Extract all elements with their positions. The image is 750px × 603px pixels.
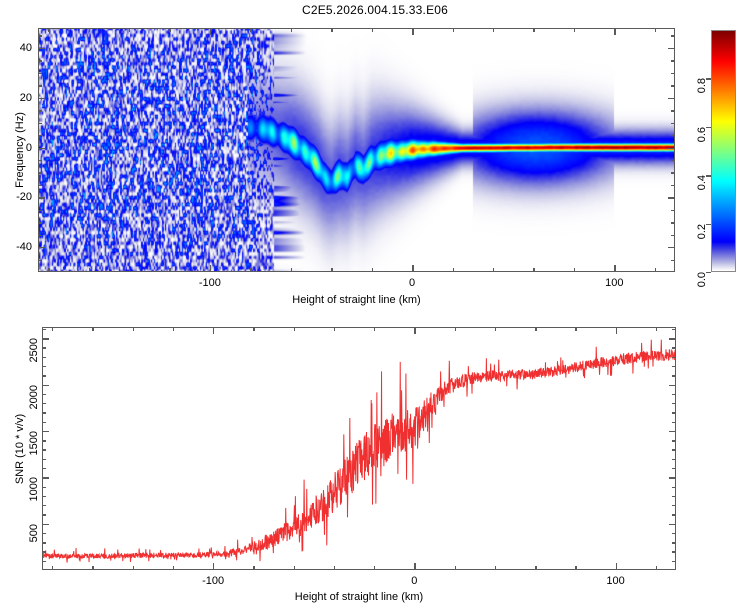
spectrogram-y-tick-label: -40 (16, 241, 32, 254)
spectrogram-x-tick-label: 0 (409, 277, 416, 289)
snr-y-tick-label: 1500 (28, 430, 40, 456)
spectrogram-y-tick-label: 40 (19, 41, 32, 54)
figure-title: C2E5.2026.004.15.33.E06 (301, 3, 449, 17)
colorbar (711, 30, 736, 272)
snr-x-tick-label: -100 (202, 575, 225, 587)
spectrogram-y-tick-label: 0 (25, 141, 32, 154)
colorbar-tick (706, 78, 711, 80)
colorbar-tick (706, 223, 711, 225)
snr-panel (42, 327, 676, 570)
snr-trace (42, 339, 676, 563)
colorbar-tick-label: 0.8 (696, 78, 708, 94)
colorbar-tick-label: 0.0 (696, 272, 708, 288)
snr-y-tick-label: 1000 (28, 477, 40, 502)
snr-y-tick-label: 2500 (28, 338, 40, 363)
snr-y-tick-label: 2000 (28, 384, 40, 409)
spectrogram-y-axis-title: Frequency (Hz) (14, 112, 26, 188)
snr-x-tick-label: 100 (606, 575, 625, 587)
colorbar-gradient (712, 31, 735, 271)
colorbar-tick (706, 272, 711, 274)
spectrogram-y-tick-label: 20 (19, 91, 32, 104)
spectrogram-x-tick-label: -100 (198, 277, 221, 289)
snr-x-axis-title: Height of straight line (km) (294, 591, 424, 603)
spectrogram-panel (38, 28, 675, 272)
snr-x-tick-label: 0 (411, 575, 418, 587)
spectrogram-x-axis-title: Height of straight line (km) (292, 294, 421, 306)
colorbar-tick-label: 0.2 (696, 223, 708, 239)
snr-y-axis-title: SNR (10 * v/v) (14, 413, 26, 484)
snr-line (42, 339, 676, 563)
snr-y-tick-label: 500 (28, 523, 40, 542)
colorbar-tick-label: 0.6 (696, 126, 708, 143)
spectrogram-image (38, 28, 675, 272)
spectrogram-y-tick-label: -20 (16, 191, 32, 204)
spectrogram-x-tick-label: 100 (605, 277, 624, 289)
colorbar-tick-label: 0.4 (696, 175, 708, 191)
colorbar-tick (706, 175, 711, 177)
colorbar-tick (706, 126, 711, 129)
